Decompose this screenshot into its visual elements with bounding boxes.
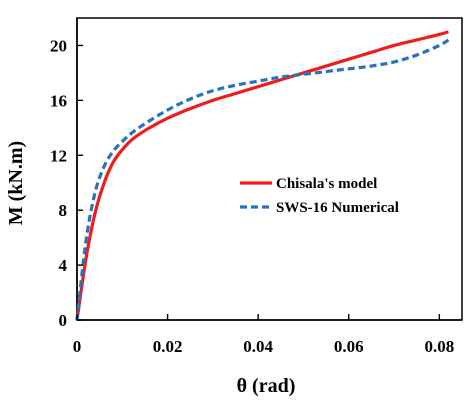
legend-label-chisala-model: Chisala's model	[276, 176, 377, 192]
x-tick-label: 0.02	[153, 337, 183, 356]
y-tick-label: 16	[50, 91, 67, 110]
ticks-layer: 0 0.02 0.04 0.06 0.08 0 4 8 12 16 20	[50, 36, 454, 356]
y-tick-label: 0	[59, 311, 68, 330]
plot-area	[76, 17, 463, 321]
y-axis-title: M (kN.m)	[5, 141, 27, 225]
y-tick-label: 8	[59, 201, 68, 220]
y-tick-label: 20	[50, 36, 67, 55]
x-tick-label: 0	[73, 337, 82, 356]
y-tick-label: 4	[59, 256, 68, 275]
legend-label-sws16-numerical: SWS-16 Numerical	[276, 200, 399, 216]
series-line-sws16-numerical	[75, 38, 450, 321]
series-line-chisala-model	[75, 30, 449, 321]
axes	[76, 18, 462, 321]
legend: Chisala's model SWS-16 Numerical	[240, 176, 399, 216]
x-tick-label: 0.08	[424, 337, 454, 356]
plot-frame	[76, 17, 463, 321]
x-tick-label: 0.06	[334, 337, 364, 356]
x-axis-title: θ (rad)	[237, 375, 296, 397]
x-tick-label: 0.04	[243, 337, 273, 356]
y-tick-label: 12	[50, 146, 67, 165]
series-layer	[75, 30, 450, 321]
